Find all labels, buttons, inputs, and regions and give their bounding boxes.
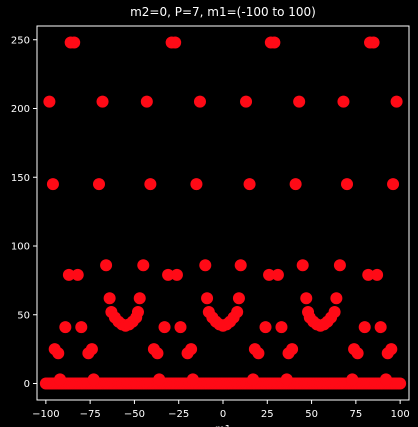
data-point xyxy=(46,178,59,191)
data-point xyxy=(358,321,371,334)
data-point xyxy=(201,292,214,305)
data-point xyxy=(263,268,276,281)
data-point xyxy=(151,347,164,360)
data-point xyxy=(362,268,375,281)
x-axis-label: m1 xyxy=(215,424,231,427)
data-point xyxy=(133,292,146,305)
data-point xyxy=(186,373,199,386)
data-point xyxy=(190,178,203,191)
data-point xyxy=(387,178,400,191)
data-point xyxy=(328,306,341,318)
x-tick-label: 50 xyxy=(305,409,318,420)
x-tick-label: 25 xyxy=(261,409,274,420)
data-point xyxy=(103,292,116,305)
data-point xyxy=(158,321,171,334)
data-point xyxy=(59,321,72,334)
data-points xyxy=(39,36,407,390)
data-point xyxy=(247,373,260,386)
y-tick-label: 100 xyxy=(11,242,30,253)
data-point xyxy=(140,95,153,108)
data-point xyxy=(62,268,75,281)
y-tick-label: 200 xyxy=(11,104,30,115)
data-point xyxy=(379,373,392,386)
data-point xyxy=(96,95,109,108)
data-point xyxy=(193,95,206,108)
data-point xyxy=(93,178,105,191)
data-point xyxy=(54,373,67,386)
data-point xyxy=(169,36,182,49)
data-point xyxy=(268,36,281,49)
data-point xyxy=(144,178,157,191)
data-point xyxy=(231,306,244,318)
x-tick-label: −75 xyxy=(80,409,101,420)
data-point xyxy=(240,95,253,108)
data-point xyxy=(153,373,166,386)
data-point xyxy=(371,268,384,281)
data-point xyxy=(100,259,113,272)
data-point xyxy=(243,178,256,191)
x-tick-label: 75 xyxy=(349,409,362,420)
data-point xyxy=(259,321,272,334)
data-point xyxy=(252,347,265,360)
y-tick-label: 50 xyxy=(17,310,30,321)
x-tick-label: −25 xyxy=(168,409,189,420)
data-point xyxy=(131,306,144,318)
data-point xyxy=(271,268,284,281)
data-point-baseline xyxy=(394,377,407,390)
data-point xyxy=(170,268,183,281)
data-point xyxy=(341,178,353,191)
data-point xyxy=(280,373,293,386)
data-point xyxy=(300,292,313,305)
data-point xyxy=(87,373,100,386)
y-axis-ticks: 0 50 100 150 200 250 xyxy=(11,35,37,390)
data-point xyxy=(232,292,245,305)
data-point xyxy=(385,343,398,356)
data-point xyxy=(199,259,212,272)
y-tick-label: 0 xyxy=(24,379,30,390)
data-point xyxy=(346,373,359,386)
x-tick-label: 0 xyxy=(220,409,226,420)
data-point xyxy=(337,95,350,108)
data-point xyxy=(234,259,247,272)
data-point xyxy=(330,292,343,305)
data-point xyxy=(185,343,198,356)
x-tick-label: −100 xyxy=(32,409,59,420)
data-point xyxy=(333,259,346,272)
data-point xyxy=(275,321,288,334)
data-point xyxy=(64,36,77,49)
data-point xyxy=(137,259,150,272)
data-point xyxy=(289,178,302,191)
data-point xyxy=(296,259,309,272)
data-point xyxy=(162,268,175,281)
x-tick-label: 100 xyxy=(391,409,410,420)
y-tick-label: 250 xyxy=(11,35,30,46)
x-tick-label: −50 xyxy=(124,409,145,420)
data-point xyxy=(52,347,65,360)
data-point xyxy=(351,347,364,360)
data-point xyxy=(286,343,299,356)
data-point xyxy=(43,95,56,108)
x-axis-ticks: −100 −75 −50 −25 0 25 50 75 100 xyxy=(32,400,410,420)
chart-title: m2=0, P=7, m1=(-100 to 100) xyxy=(130,5,316,19)
data-point xyxy=(390,95,403,108)
y-tick-label: 150 xyxy=(11,173,30,184)
data-point xyxy=(367,36,380,49)
data-point xyxy=(174,321,187,334)
data-point xyxy=(71,268,84,281)
data-point xyxy=(85,343,98,356)
data-point xyxy=(374,321,387,334)
data-point xyxy=(293,95,306,108)
data-point xyxy=(75,321,88,334)
